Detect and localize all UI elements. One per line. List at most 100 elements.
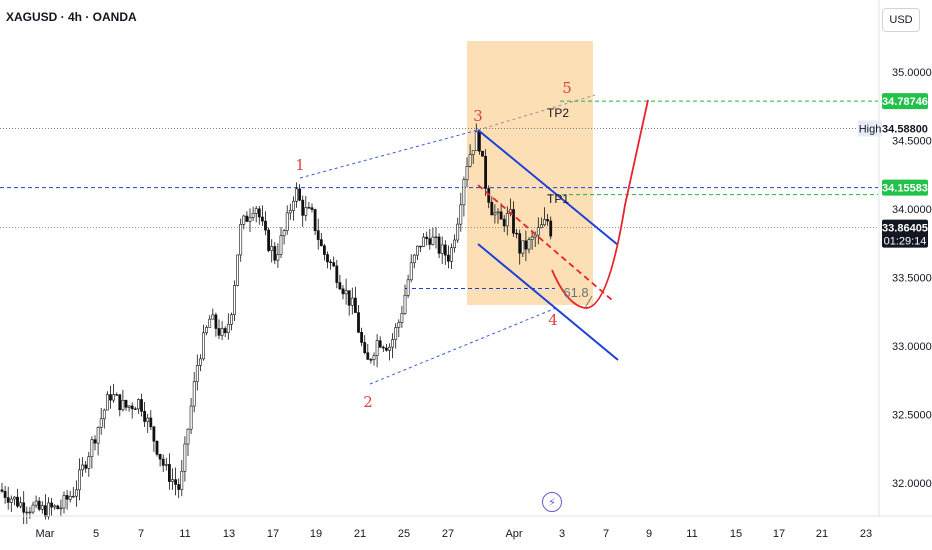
candle-body [22,502,26,513]
price-tag-box [882,93,928,110]
candle-body [53,505,57,508]
candle [493,204,497,224]
candle-body [443,244,447,256]
candle-body [422,236,426,247]
candle-body [363,342,367,353]
candle-body [400,313,404,323]
candle-body [375,340,379,356]
candle [443,240,447,265]
candles [0,123,553,525]
candle-body [468,154,472,167]
candle [406,274,410,299]
candle-body [3,491,7,498]
candle [546,213,550,226]
y-tick-label: 33.50000 [892,273,932,285]
candle-body [155,440,159,455]
candle [0,482,4,493]
y-tick-label: 34.50000 [892,136,932,148]
candle-body [273,246,277,261]
candle-body [288,210,292,214]
candle [431,227,435,246]
candle [419,245,422,253]
candle-body [164,464,168,466]
candle [369,357,373,364]
wave-3-5-dashed-line [477,94,596,131]
candle-body [440,244,444,254]
candle [56,504,60,510]
candle-body [490,202,494,216]
candle [84,460,88,473]
candle [112,383,116,403]
candle-body [515,232,519,235]
candle [130,402,134,419]
candle-body [350,297,354,306]
candle-body [28,511,32,514]
candle-body [543,219,546,226]
candle [124,399,128,411]
x-tick-label: 19 [310,528,322,540]
candle [40,501,44,514]
candle [121,389,125,412]
candle-body [205,327,209,334]
candle-body [518,233,522,254]
candle [397,319,401,338]
candle-body [13,496,16,500]
fib-618-tick [584,295,593,309]
candle [133,406,137,410]
candle [53,504,57,510]
candle [59,499,63,517]
wave-label: 5 [562,79,572,97]
candle-body [161,458,165,466]
candle [199,354,202,372]
x-tick-label: 27 [442,528,454,540]
candle [264,211,267,236]
candle-body [419,245,422,248]
wave-label: 3 [473,107,483,125]
candle-body [307,207,311,209]
x-tick-label: 11 [179,528,190,540]
candle [403,284,407,315]
candle-body [391,339,395,348]
candle-body [171,479,174,482]
candle-body [341,288,345,295]
candle-body [465,166,469,180]
candle-body [112,394,116,401]
candle-body [168,464,171,482]
candle [164,457,168,471]
candle [90,436,94,469]
candle-body [90,439,94,458]
candle [254,205,258,223]
candle-body [251,213,255,218]
currency-button[interactable]: USD [882,8,920,32]
lightning-icon[interactable]: ⚡ [542,492,562,512]
candle-body [192,381,196,407]
candle-body [115,394,119,396]
candle [149,410,153,431]
candle-body [431,236,435,245]
candle [71,487,75,498]
candle-body [214,314,218,329]
candle [245,211,249,222]
candle [521,240,525,258]
candle-body [527,239,531,250]
candle [78,458,81,501]
candle [96,426,100,456]
candle [357,305,360,334]
wave-2-4-dashed-line [369,307,557,385]
candle [226,313,230,340]
candle-body [310,207,314,210]
candle-body [428,238,432,245]
candle [295,182,298,208]
candle-body [378,340,382,348]
candle-body [65,495,69,500]
x-tick-label: 13 [223,528,235,540]
candle-body [369,359,373,361]
candle-body [415,245,419,256]
candle [118,394,122,417]
candle [146,413,150,433]
price-tag-label: 34.78746 [882,96,928,108]
candle [202,324,205,361]
y-tick-label: 32.00000 [892,478,932,490]
candle-body [353,297,357,313]
